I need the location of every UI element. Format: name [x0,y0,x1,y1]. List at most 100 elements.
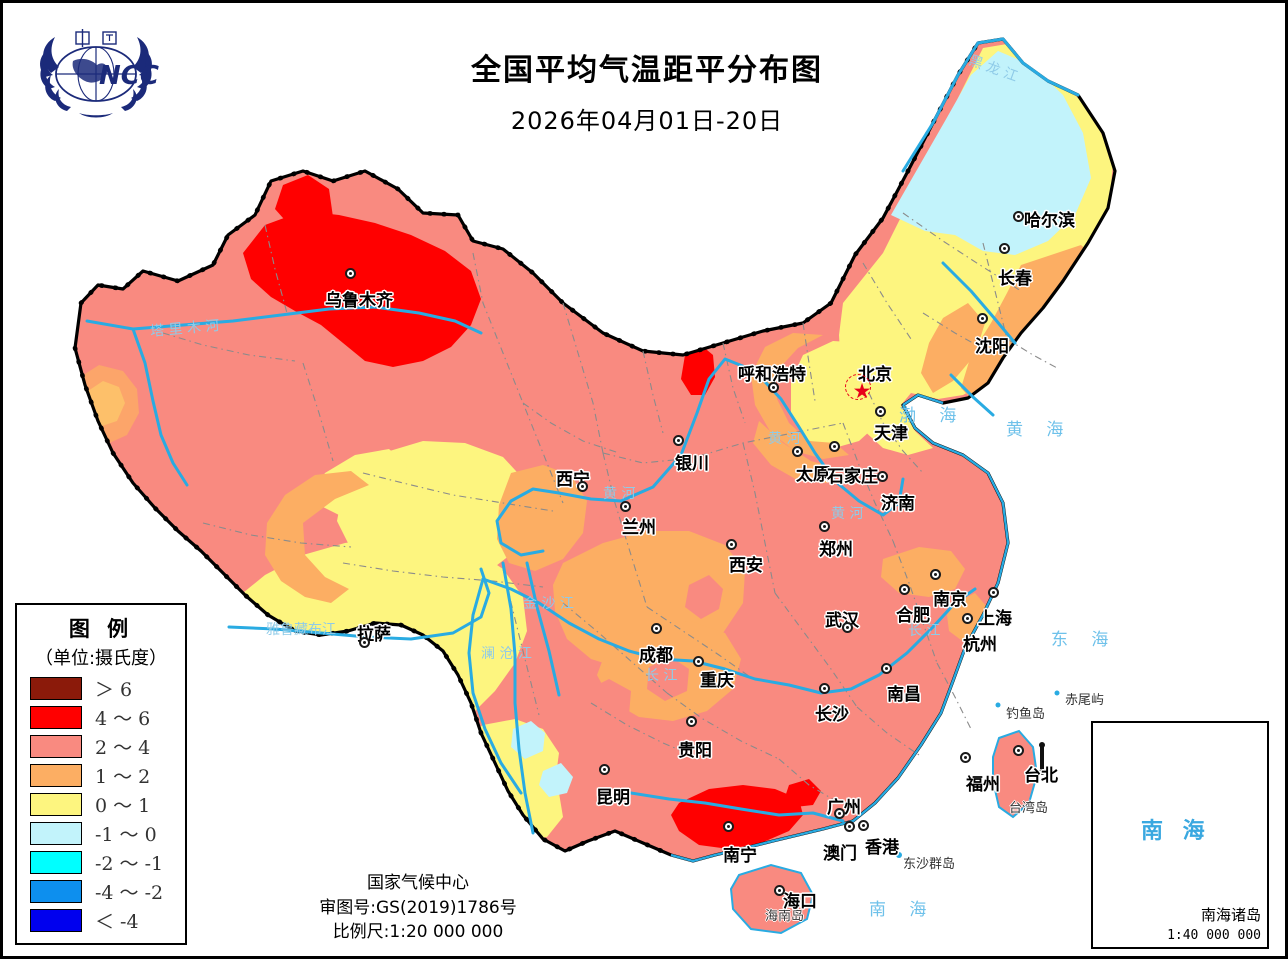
river-label: 金 沙 江 [523,596,574,612]
legend-row: 1 ～ 2 [17,761,185,790]
city-marker-10[interactable] [877,471,888,482]
city-label[interactable]: 香港 [865,838,899,858]
city-marker-17[interactable] [988,587,999,598]
river-label: 黄 河 [603,486,636,502]
city-label[interactable]: 上海 [978,609,1012,629]
city-marker-18[interactable] [962,613,973,624]
city-label[interactable]: 福州 [966,775,1000,795]
island-label: 海南岛 [765,909,805,924]
city-marker-7[interactable] [792,446,803,457]
city-marker-24[interactable] [686,716,697,727]
city-label[interactable]: 兰州 [622,518,656,538]
city-label[interactable]: 成都 [639,646,673,666]
footer-approval-number: 审图号:GS(2019)1786号 [319,897,517,918]
city-marker-9[interactable] [577,481,588,492]
south-china-sea-inset: 南 海 南海诸岛 1:40 000 000 [1091,721,1269,949]
city-label[interactable]: 长沙 [815,705,849,725]
city-label[interactable]: 哈尔滨 [1024,211,1075,231]
city-label[interactable]: 南京 [933,590,967,610]
city-label[interactable]: 南昌 [887,685,921,705]
footer-organization: 国家气候中心 [367,873,469,893]
legend-range-label: ＜ -4 [95,911,139,933]
city-marker-11[interactable] [620,501,631,512]
city-marker-0[interactable] [1013,211,1024,222]
city-marker-3[interactable] [345,268,356,279]
city-label[interactable]: 西安 [729,556,763,576]
city-label[interactable]: 重庆 [700,671,734,691]
legend-range-label: 0 ～ 1 [95,795,151,817]
city-marker-20[interactable] [693,656,704,667]
legend-range-label: 1 ～ 2 [95,766,151,788]
river-label: 澜 沧 江 [481,646,532,662]
legend-range-label: 2 ～ 4 [95,737,151,759]
legend-row: ＜ -4 [17,906,185,935]
city-marker-5[interactable] [875,406,886,417]
city-marker-13[interactable] [726,539,737,550]
city-marker-25[interactable] [960,752,971,763]
city-marker-1[interactable] [999,243,1010,254]
sea-label: 南 海 [869,900,936,920]
legend-color-swatch [30,764,82,787]
city-label[interactable]: 合肥 [896,606,930,626]
legend-color-swatch [30,735,82,758]
river-label: 黄 河 [831,506,864,522]
major-islands [729,690,1060,935]
island-label: 赤尾屿 [1065,693,1105,708]
river-label: 黄 河 [768,431,801,447]
legend-panel: 图 例 （单位:摄氏度） ＞ 6 4 ～ 6 2 ～ 4 1 ～ 2 0 ～ 1 -1 ～… [15,603,187,945]
city-label[interactable]: 石家庄 [827,467,878,487]
city-label[interactable]: 银川 [675,454,709,474]
city-marker-31[interactable] [858,820,869,831]
city-marker-6[interactable] [673,435,684,446]
city-marker-23[interactable] [819,683,830,694]
legend-row: -4 ～ -2 [17,877,185,906]
legend-rows: ＞ 6 4 ～ 6 2 ～ 4 1 ～ 2 0 ～ 1 -1 ～ 0 -2 ～ -1 -4 ～… [17,674,185,935]
rivers [85,37,1080,835]
city-label[interactable]: 海口 [783,892,817,912]
city-label[interactable]: 澳门 [823,844,857,864]
city-marker-12[interactable] [819,521,830,532]
city-marker-15[interactable] [842,622,853,633]
city-label[interactable]: 济南 [881,494,915,514]
legend-color-swatch [30,822,82,845]
city-marker-8[interactable] [829,441,840,452]
city-label[interactable]: 贵阳 [678,741,712,761]
city-label[interactable]: 台北 [1024,766,1058,786]
city-label[interactable]: 杭州 [963,635,997,655]
city-marker-21[interactable] [881,663,892,674]
city-marker-16[interactable] [899,584,910,595]
island-label: 钓鱼岛 [1006,707,1046,722]
legend-row: -2 ～ -1 [17,848,185,877]
city-label[interactable]: 南宁 [723,846,757,866]
city-marker-27[interactable] [599,764,610,775]
china-temperature-anomaly-map [3,3,1285,956]
city-label[interactable]: 昆明 [596,788,630,808]
legend-row: ＞ 6 [17,674,185,703]
city-marker-29[interactable] [723,821,734,832]
city-label[interactable]: 郑州 [819,540,853,560]
capital-star-icon: ★ [852,379,872,403]
city-marker-22[interactable] [359,637,370,648]
city-marker-2[interactable] [977,313,988,324]
legend-color-swatch [30,851,82,874]
legend-range-label: 4 ～ 6 [95,708,151,730]
inset-sea-label: 南 海 [1141,818,1211,844]
city-marker-26[interactable] [1013,745,1024,756]
city-marker-32[interactable] [774,885,785,896]
city-label[interactable]: 乌鲁木齐 [325,291,393,311]
city-label[interactable]: 天津 [874,424,908,444]
city-marker-30[interactable] [844,821,855,832]
city-marker-14[interactable] [930,569,941,580]
city-label[interactable]: 长春 [998,269,1032,289]
river-label: 长 江 [645,668,678,684]
city-marker-4[interactable] [768,382,779,393]
city-label[interactable]: 太原 [796,465,830,485]
city-marker-28[interactable] [834,808,845,819]
ncc-logo: NCC [31,27,161,119]
inset-region-name: 南海诸岛 [1200,906,1261,924]
city-marker-19[interactable] [651,623,662,634]
sea-label: 渤 海 [899,406,966,426]
city-label[interactable]: 呼和浩特 [738,365,806,385]
city-label[interactable]: 沈阳 [975,337,1009,357]
